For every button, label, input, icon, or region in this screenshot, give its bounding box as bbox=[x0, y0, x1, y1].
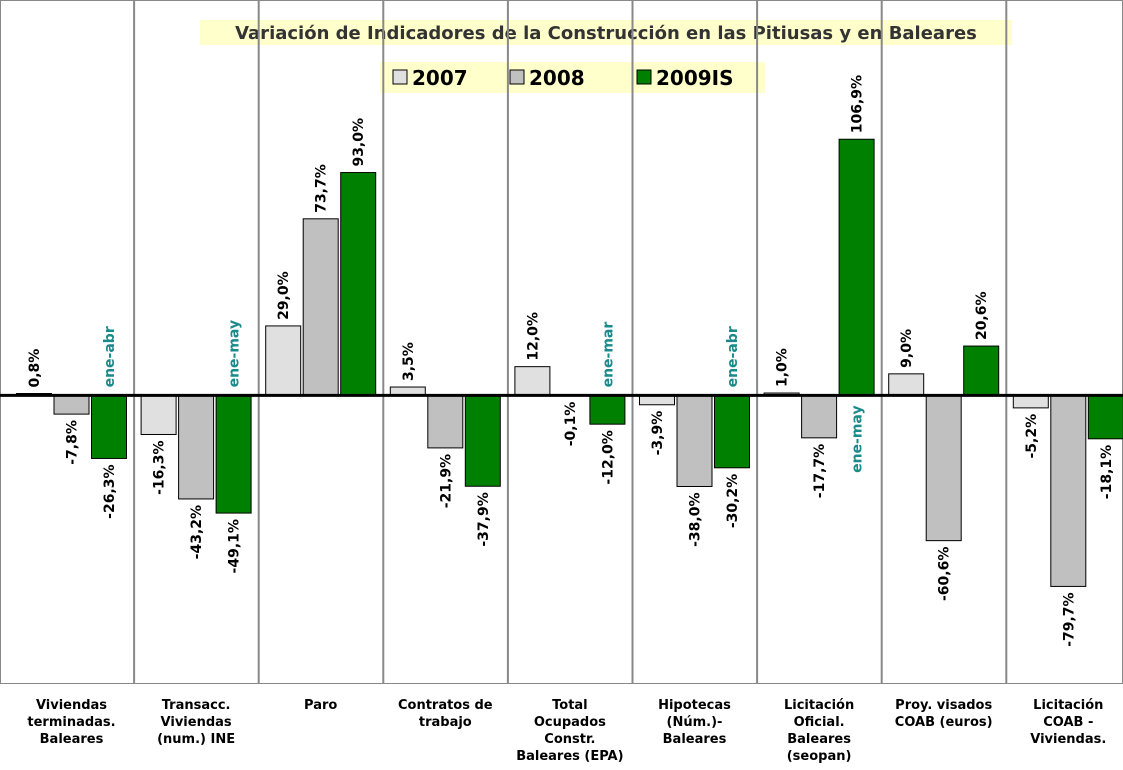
value-label: 1,0% bbox=[775, 348, 791, 387]
value-label: -3,9% bbox=[650, 411, 666, 456]
value-label: -26,3% bbox=[102, 464, 118, 518]
legend-swatch bbox=[509, 69, 525, 85]
legend-swatch bbox=[636, 69, 652, 85]
annotation: ene-mar bbox=[600, 322, 616, 388]
bar bbox=[1050, 394, 1087, 587]
value-label: 73,7% bbox=[314, 164, 330, 213]
bar bbox=[838, 138, 875, 396]
annotation: ene-abr bbox=[725, 326, 741, 387]
bar bbox=[265, 325, 302, 396]
value-label: 20,6% bbox=[974, 291, 990, 340]
annotation: ene-may bbox=[227, 320, 243, 388]
value-label: -30,2% bbox=[725, 474, 741, 528]
bar bbox=[801, 394, 838, 439]
legend-swatch bbox=[392, 69, 408, 85]
bar bbox=[589, 394, 626, 425]
x-tick-label: Paro bbox=[304, 698, 338, 713]
bar bbox=[1012, 394, 1049, 409]
annotation: ene-abr bbox=[102, 326, 118, 387]
value-label: -16,3% bbox=[152, 440, 168, 494]
value-label: -21,9% bbox=[438, 454, 454, 508]
value-label: -60,6% bbox=[937, 547, 953, 601]
x-tick-label: Licitación Oficial. Baleares (seopan) bbox=[783, 698, 855, 764]
bar bbox=[302, 218, 339, 396]
bar bbox=[963, 345, 1000, 396]
bar bbox=[464, 394, 501, 487]
bar bbox=[178, 394, 215, 500]
x-tick-label: Proy. visados COAB (euros) bbox=[894, 698, 993, 730]
value-label: -12,0% bbox=[600, 430, 616, 484]
x-tick-label: Hipotecas (Núm.)- Baleares bbox=[658, 698, 731, 747]
plot-frame bbox=[0, 0, 1123, 684]
value-label: 9,0% bbox=[899, 329, 915, 368]
chart-title: Variación de Indicadores de la Construcc… bbox=[235, 23, 977, 44]
bar bbox=[676, 394, 713, 487]
bar bbox=[140, 394, 177, 435]
legend-label: 2009IS bbox=[656, 66, 734, 90]
legend-box bbox=[380, 62, 765, 93]
value-label: 12,0% bbox=[525, 312, 541, 361]
value-label: -79,7% bbox=[1061, 592, 1077, 646]
value-label: -5,2% bbox=[1024, 414, 1040, 459]
bar bbox=[925, 394, 962, 542]
x-tick-label: Total Ocupados Constr. Baleares (EPA) bbox=[516, 698, 624, 764]
bar bbox=[340, 172, 377, 396]
title-box bbox=[200, 20, 1012, 45]
value-label: 3,5% bbox=[401, 342, 417, 381]
bar bbox=[714, 394, 750, 469]
x-tick-label: Contratos de trabajo bbox=[397, 698, 493, 730]
bar bbox=[1087, 394, 1123, 440]
x-tick-label: Viviendas terminadas. Baleares bbox=[27, 698, 116, 747]
legend-label: 2007 bbox=[412, 66, 468, 90]
x-tick-label: Transacc. Viviendas (num.) INE bbox=[157, 698, 236, 747]
value-label: 0,8% bbox=[27, 349, 43, 388]
bar bbox=[888, 373, 925, 396]
bar bbox=[427, 394, 464, 449]
bar bbox=[514, 366, 551, 396]
value-label: -38,0% bbox=[688, 492, 704, 546]
value-label: -17,7% bbox=[812, 444, 828, 498]
legend-label: 2008 bbox=[529, 66, 585, 90]
value-label: 29,0% bbox=[276, 271, 292, 320]
value-label: -37,9% bbox=[476, 492, 492, 546]
bar bbox=[53, 394, 90, 415]
value-label: 93,0% bbox=[351, 118, 367, 167]
value-label: -43,2% bbox=[189, 505, 205, 559]
bar bbox=[91, 394, 127, 459]
value-label: -18,1% bbox=[1099, 445, 1115, 499]
value-label: -7,8% bbox=[65, 420, 81, 465]
annotation: ene-may bbox=[850, 405, 866, 473]
value-label: -0,1% bbox=[563, 402, 579, 447]
bar bbox=[215, 394, 252, 514]
x-tick-label: Licitación COAB - Viviendas. bbox=[1030, 698, 1107, 747]
value-label: 106,9% bbox=[850, 75, 866, 133]
value-label: -49,1% bbox=[227, 519, 243, 573]
